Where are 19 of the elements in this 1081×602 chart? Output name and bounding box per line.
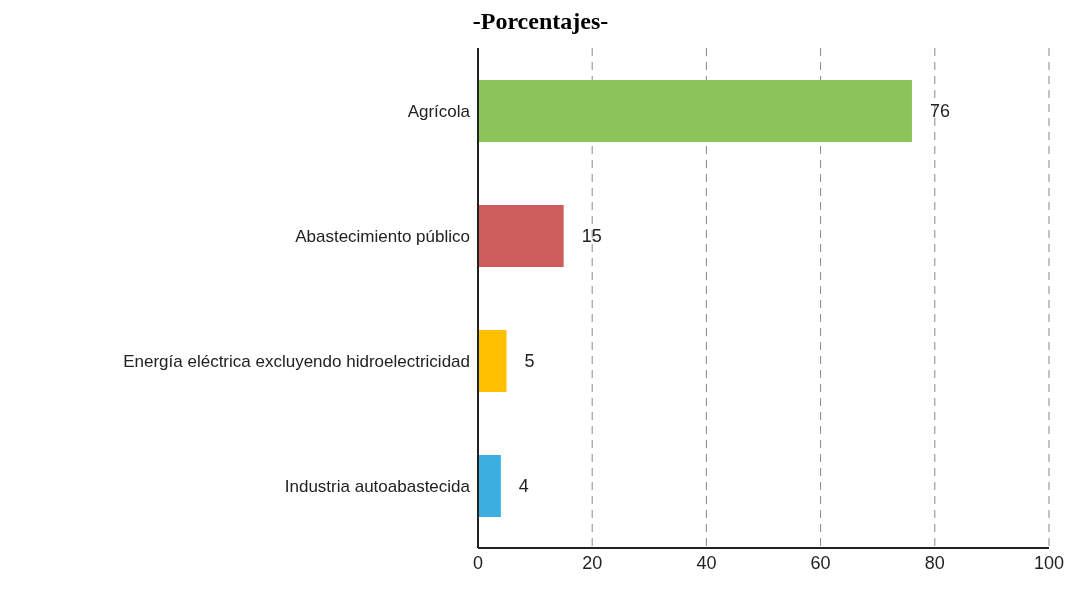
data-label: 5: [524, 351, 535, 372]
data-label: 76: [929, 101, 950, 122]
x-tick-label: 0: [472, 552, 484, 573]
x-tick-label: 40: [696, 552, 717, 573]
bar: [478, 330, 507, 392]
data-label: 15: [581, 226, 602, 247]
y-tick-label: Industria autoabastecida: [284, 476, 471, 496]
x-tick-label: 60: [810, 552, 831, 573]
x-tick-label: 20: [582, 552, 603, 573]
y-tick-label: Agrícola: [407, 101, 471, 121]
x-tick-label: 80: [924, 552, 945, 573]
x-tick-label: 100: [1033, 552, 1065, 573]
bar: [478, 455, 501, 517]
bar: [478, 205, 564, 267]
data-label: 4: [518, 476, 529, 497]
chart-title: -Porcentajes-: [471, 8, 610, 36]
y-tick-label: Abastecimiento público: [295, 226, 470, 246]
y-tick-label: Energía eléctrica excluyendo hidroelectricidad: [123, 351, 470, 371]
bar: [478, 80, 912, 142]
